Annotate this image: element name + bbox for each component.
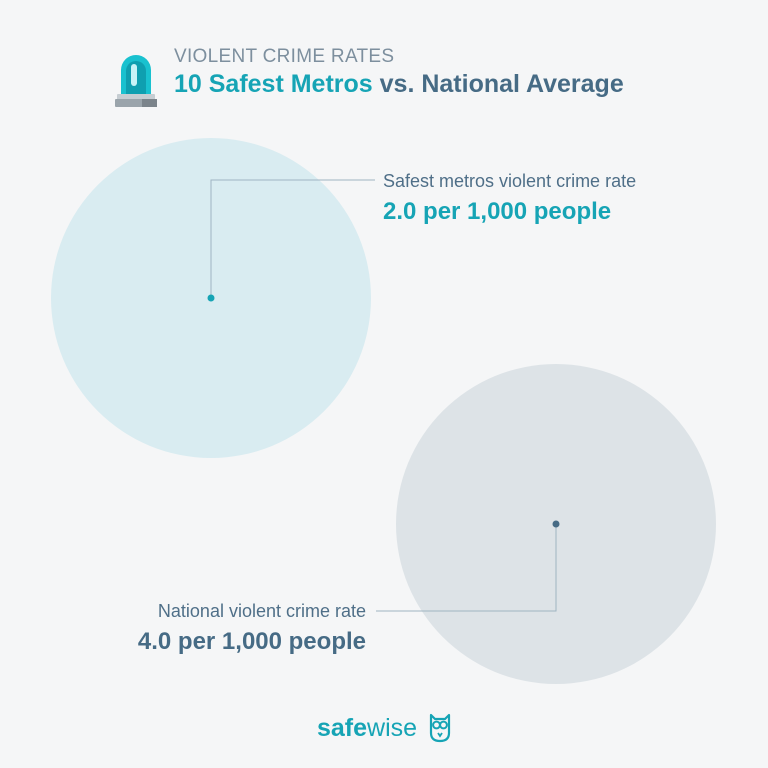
chart-title: 10 Safest Metros vs. National Average — [174, 70, 624, 99]
series-value-safest: 2.0 per 1,000 people — [383, 198, 612, 225]
chart-title-rest: vs. National Average — [372, 70, 624, 98]
bubble-center-dot-national — [552, 520, 560, 528]
siren-icon — [115, 55, 157, 107]
chart-title-accent: 10 Safest Metros — [174, 70, 373, 98]
safest-metros-label: Safest metros violent crime rate 2.0 per… — [383, 171, 636, 226]
series-name-safest: Safest metros violent crime rate — [383, 171, 637, 191]
series-name-national: National violent crime rate — [157, 601, 366, 621]
leader-line-national — [376, 524, 557, 612]
chart-eyebrow: VIOLENT CRIME RATES — [174, 46, 395, 67]
series-value-national: 4.0 per 1,000 people — [137, 628, 366, 655]
brand-part-safe: safe — [317, 714, 368, 742]
leader-line-safest — [210, 179, 375, 298]
brand-wordmark: safewise — [317, 714, 417, 743]
brand-part-wise: wise — [367, 714, 418, 742]
bubble-center-dot-safest — [207, 294, 215, 302]
national-label: National violent crime rate 4.0 per 1,00… — [138, 601, 366, 656]
owl-icon — [429, 713, 451, 743]
